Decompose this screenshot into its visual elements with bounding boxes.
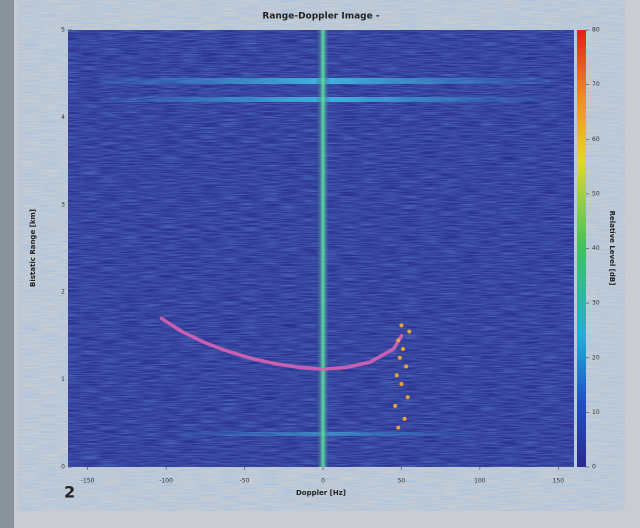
colorbar-tick-label: 70 [592,81,600,88]
heatmap-zero-doppler [316,30,330,467]
track-point [398,356,402,360]
track-point [399,382,403,386]
y-tick-label: 4 [61,114,65,121]
colorbar-tick-label: 40 [592,245,600,252]
track-point [406,395,410,399]
track-point [395,373,399,377]
colorbar-tick-label: 80 [592,27,600,34]
y-tick-label: 0 [61,464,65,471]
y-tick-label: 5 [61,27,65,34]
x-tick-label: 0 [321,478,325,485]
colorbar-tick-label: 30 [592,300,600,307]
track-point [404,364,408,368]
x-tick-label: -100 [159,478,173,485]
x-tick-label: 150 [553,478,565,485]
x-tick-label: -50 [240,478,250,485]
y-tick-label: 1 [61,376,65,383]
track-point [393,404,397,408]
figure-number: 2 [64,483,75,502]
x-tick-label: -150 [81,478,95,485]
track-point [407,330,411,334]
x-tick-label: 50 [398,478,406,485]
x-tick-label: 100 [474,478,486,485]
side-strip [0,0,14,528]
colorbar-tick-label: 60 [592,136,600,143]
y-tick-label: 3 [61,201,65,208]
colorbar-tick-label: 50 [592,190,600,197]
chart-title: Range-Doppler Image - [262,12,379,22]
colorbar-tick-label: 20 [592,354,600,361]
x-axis-label: Doppler [Hz] [296,489,346,497]
colorbar-tick-label: 0 [592,464,596,471]
colorbar [577,30,586,467]
y-axis-label: Bistatic Range [km] [29,209,37,287]
track-point [399,323,403,327]
y-tick-label: 2 [61,289,65,296]
page: {"chart_data": {"type": "heatmap", "titl… [0,0,640,528]
colorbar-tick-label: 10 [592,409,600,416]
track-point [403,417,407,421]
colorbar-label: Relative Level [dB] [608,211,616,286]
track-point [396,338,400,342]
track-point [396,426,400,430]
track-point [401,347,405,351]
chart: Range-Doppler Image - Doppler [Hz] Bista… [0,0,640,528]
